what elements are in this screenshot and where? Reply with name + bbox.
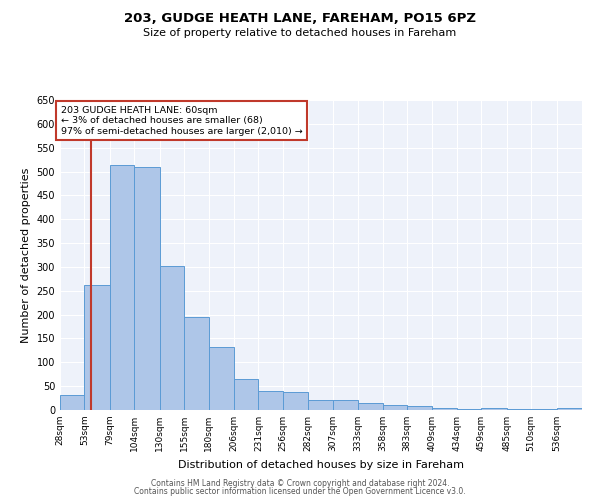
Bar xyxy=(333,400,358,410)
Text: Contains HM Land Registry data © Crown copyright and database right 2024.: Contains HM Land Registry data © Crown c… xyxy=(151,478,449,488)
X-axis label: Distribution of detached houses by size in Fareham: Distribution of detached houses by size … xyxy=(178,460,464,469)
Bar xyxy=(457,409,481,410)
Bar xyxy=(110,166,134,410)
Bar xyxy=(85,284,110,410)
Bar xyxy=(433,408,457,410)
Text: 203 GUDGE HEATH LANE: 60sqm
← 3% of detached houses are smaller (68)
97% of semi: 203 GUDGE HEATH LANE: 60sqm ← 3% of deta… xyxy=(61,106,303,136)
Bar xyxy=(234,379,259,410)
Bar xyxy=(160,266,184,410)
Bar xyxy=(259,391,283,410)
Y-axis label: Number of detached properties: Number of detached properties xyxy=(21,168,31,342)
Text: Contains public sector information licensed under the Open Government Licence v3: Contains public sector information licen… xyxy=(134,487,466,496)
Bar xyxy=(531,409,557,410)
Bar xyxy=(507,409,531,410)
Bar xyxy=(358,403,383,410)
Bar xyxy=(209,347,234,410)
Bar xyxy=(308,400,333,410)
Text: 203, GUDGE HEATH LANE, FAREHAM, PO15 6PZ: 203, GUDGE HEATH LANE, FAREHAM, PO15 6PZ xyxy=(124,12,476,26)
Bar xyxy=(134,167,160,410)
Bar xyxy=(60,394,85,410)
Bar xyxy=(283,392,308,410)
Bar xyxy=(407,406,433,410)
Bar xyxy=(481,408,507,410)
Bar xyxy=(383,405,407,410)
Text: Size of property relative to detached houses in Fareham: Size of property relative to detached ho… xyxy=(143,28,457,38)
Bar xyxy=(184,316,209,410)
Bar xyxy=(557,408,582,410)
